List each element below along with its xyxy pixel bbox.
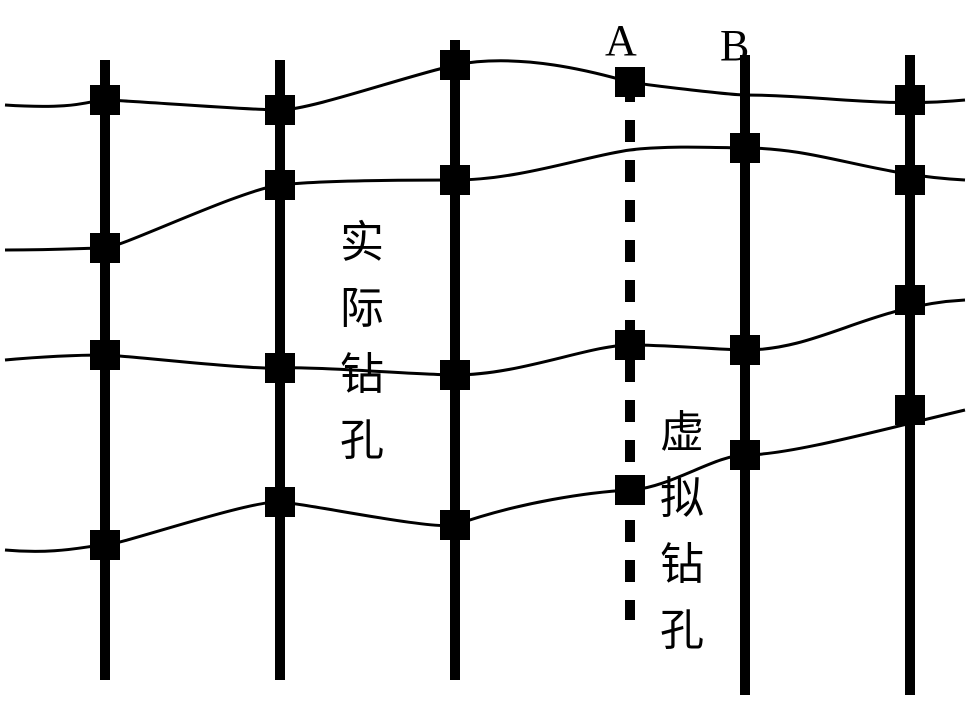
marker-bh2-5 (265, 170, 295, 200)
borehole-diagram (0, 0, 970, 706)
marker-bh6-19 (895, 165, 925, 195)
marker-bh2-6 (265, 353, 295, 383)
marker-bh6-18 (895, 85, 925, 115)
horizon-h4 (5, 410, 965, 551)
marker-bh6-21 (895, 395, 925, 425)
boreholes-group (105, 40, 910, 695)
marker-bh1-2 (90, 340, 120, 370)
marker-bh1-3 (90, 530, 120, 560)
marker-bhB-16 (730, 335, 760, 365)
horizon-h3 (5, 300, 965, 375)
markers-group (90, 50, 925, 560)
horizon-h1 (5, 61, 965, 110)
horizons-group (5, 61, 965, 552)
marker-bhA-14 (615, 475, 645, 505)
marker-bh3-8 (440, 50, 470, 80)
marker-bh2-7 (265, 487, 295, 517)
horizon-h2 (5, 147, 965, 250)
marker-bh2-4 (265, 95, 295, 125)
marker-bh6-20 (895, 285, 925, 315)
marker-bhB-15 (730, 133, 760, 163)
marker-bh3-11 (440, 510, 470, 540)
marker-bhB-17 (730, 440, 760, 470)
marker-bh1-0 (90, 85, 120, 115)
marker-bh3-10 (440, 360, 470, 390)
marker-bhA-13 (615, 330, 645, 360)
marker-bh3-9 (440, 165, 470, 195)
marker-bh1-1 (90, 233, 120, 263)
marker-bhA-12 (615, 67, 645, 97)
